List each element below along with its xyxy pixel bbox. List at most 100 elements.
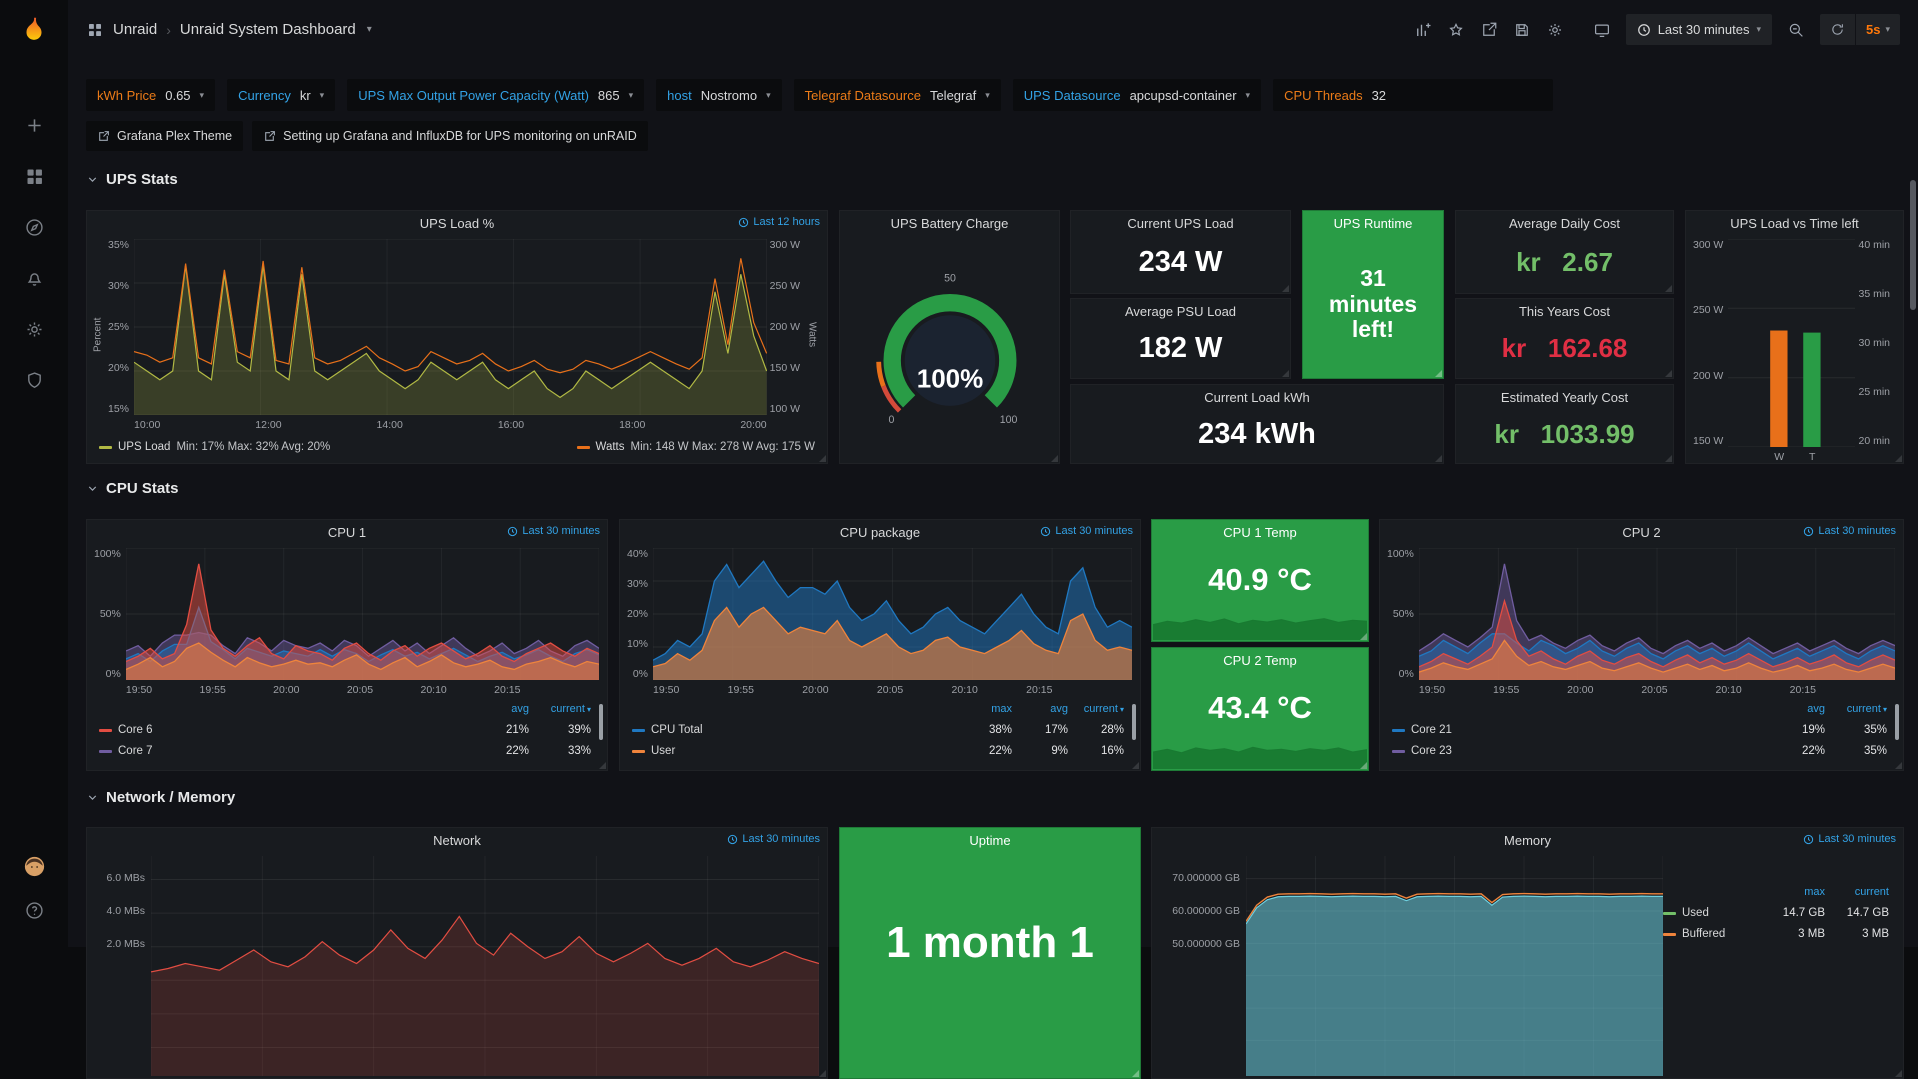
legend-scrollbar[interactable] <box>1132 704 1136 740</box>
cpu-threads-input[interactable]: 32 <box>1371 87 1387 103</box>
legend-series-name[interactable]: Used <box>1663 903 1761 924</box>
server-admin-shield-icon[interactable] <box>24 370 45 391</box>
link-ups-monitoring-guide[interactable]: Setting up Grafana and InfluxDB for UPS … <box>252 121 648 151</box>
dashboards-icon[interactable] <box>24 166 45 187</box>
configuration-gear-icon[interactable] <box>24 319 45 340</box>
y-axis-labels-left: 6.0 MBs 4.0 MBs 2.0 MBs <box>106 872 145 950</box>
grafana-logo[interactable] <box>0 0 68 59</box>
legend-scrollbar[interactable] <box>1895 704 1899 740</box>
variable-ups-datasource[interactable]: UPS Datasource apcupsd-container ▾ <box>1012 79 1262 111</box>
legend-column-current[interactable]: current <box>1846 703 1881 715</box>
legend-series-name[interactable]: Core 23 <box>1392 741 1763 762</box>
legend-scrollbar[interactable] <box>599 704 603 740</box>
panel-title[interactable]: Memory <box>1504 832 1551 848</box>
panel-title[interactable]: CPU 1 Temp <box>1223 525 1297 540</box>
panel-title[interactable]: Current Load kWh <box>1204 390 1310 405</box>
legend-value: 28% <box>1100 724 1124 736</box>
page-scrollbar-thumb[interactable] <box>1910 180 1916 310</box>
panel-title[interactable]: UPS Load vs Time left <box>1730 215 1859 231</box>
section-network-memory[interactable]: Network / Memory <box>86 789 235 806</box>
ups-load-chart[interactable] <box>134 239 767 415</box>
legend-series-name[interactable]: Core 7 <box>99 741 467 762</box>
breadcrumb-app[interactable]: Unraid <box>113 21 158 38</box>
legend-series-stats: Min: 148 W Max: 278 W Avg: 175 W <box>630 441 816 453</box>
variable-telegraf-datasource[interactable]: Telegraf Datasource Telegraf ▾ <box>793 79 1001 111</box>
legend-column-current[interactable]: current <box>1083 703 1118 715</box>
panel-title[interactable]: CPU 1 <box>327 524 367 540</box>
cpu1-chart[interactable] <box>125 548 599 680</box>
variable-cpu-threads[interactable]: CPU Threads 32 <box>1273 79 1553 111</box>
legend-series-name[interactable]: UPS Load <box>118 441 171 453</box>
variable-currency[interactable]: Currency kr ▾ <box>227 79 336 111</box>
help-icon[interactable] <box>24 900 45 921</box>
legend-series-name[interactable]: Core 6 <box>99 720 467 741</box>
ups-load-time-bars-chart[interactable] <box>1728 239 1855 447</box>
apps-grid-icon <box>89 23 101 36</box>
create-plus-icon[interactable] <box>24 115 45 136</box>
alerting-bell-icon[interactable] <box>24 268 45 289</box>
variable-ups-max-output[interactable]: UPS Max Output Power Capacity (Watt) 865… <box>347 79 645 111</box>
panel-title[interactable]: Estimated Yearly Cost <box>1500 390 1629 405</box>
panel-title[interactable]: Current UPS Load <box>1127 216 1234 231</box>
dashboard-settings-gear-icon[interactable] <box>1546 21 1564 39</box>
panel-title[interactable]: UPS Runtime <box>1333 216 1413 231</box>
panel-cpu-package: CPU package Last 30 minutes 40% 30% 20% 10%… <box>619 519 1141 771</box>
legend-column-max[interactable]: max <box>1804 886 1825 898</box>
explore-compass-icon[interactable] <box>24 217 45 238</box>
panel-title[interactable]: UPS Battery Charge <box>890 215 1009 231</box>
refresh-interval-dropdown[interactable]: 5s ▾ <box>1855 14 1900 45</box>
star-icon[interactable] <box>1447 21 1465 39</box>
zoom-out-icon[interactable] <box>1787 21 1805 39</box>
panel-cpu-1: CPU 1 Last 30 minutes 100% 50% 0% 19:50 19:… <box>86 519 608 771</box>
legend-series-name[interactable]: Core 21 <box>1392 720 1763 741</box>
variable-value: Nostromo <box>700 87 758 103</box>
tv-cycle-view-icon[interactable] <box>1593 21 1611 39</box>
legend-series-name[interactable]: User <box>632 741 956 762</box>
section-ups-stats[interactable]: UPS Stats <box>86 171 178 188</box>
panel-title[interactable]: UPS Load % <box>419 215 495 231</box>
external-link-icon <box>99 130 109 141</box>
section-title: CPU Stats <box>106 480 179 497</box>
panel-title[interactable]: CPU 2 Temp <box>1223 653 1297 668</box>
chevron-down-icon[interactable]: ▾ <box>366 24 372 35</box>
section-cpu-stats[interactable]: CPU Stats <box>86 480 179 497</box>
chevron-down-icon <box>88 177 97 182</box>
panel-title[interactable]: Uptime <box>969 833 1011 848</box>
panel-title[interactable]: This Years Cost <box>1518 304 1611 319</box>
panel-title[interactable]: Average PSU Load <box>1124 304 1237 319</box>
save-icon[interactable] <box>1513 21 1531 39</box>
memory-chart[interactable] <box>1246 856 1663 1076</box>
legend-series-stats: Min: 17% Max: 32% Avg: 20% <box>176 441 331 453</box>
battery-charge-gauge[interactable]: 0 50 100 100% <box>840 235 1059 463</box>
legend-series-name[interactable]: Watts <box>595 441 625 453</box>
share-icon[interactable] <box>1480 21 1498 39</box>
legend-column-avg[interactable]: avg <box>1050 703 1068 715</box>
panel-title[interactable]: CPU package <box>839 524 921 540</box>
variable-label: Currency <box>238 87 291 103</box>
external-link-icon <box>265 130 276 141</box>
variable-label: UPS Datasource <box>1023 87 1121 103</box>
cpu-package-chart[interactable] <box>653 548 1132 680</box>
clock-icon <box>739 217 749 227</box>
cpu2-chart[interactable] <box>1418 548 1895 680</box>
user-avatar[interactable] <box>24 856 45 877</box>
panel-title[interactable]: Network <box>433 832 481 848</box>
dashboard-title[interactable]: Unraid System Dashboard <box>179 21 356 38</box>
link-grafana-plex-theme[interactable]: Grafana Plex Theme <box>86 121 244 151</box>
variable-host[interactable]: host Nostromo ▾ <box>656 79 782 111</box>
legend-column-current[interactable]: current <box>550 703 585 715</box>
add-panel-icon[interactable] <box>1414 21 1432 39</box>
legend-column-avg[interactable]: avg <box>1807 703 1825 715</box>
legend-series-name[interactable]: Buffered <box>1663 924 1761 945</box>
variable-kwh-price[interactable]: kWh Price 0.65 ▾ <box>86 79 216 111</box>
legend-column-current[interactable]: current <box>1854 886 1889 898</box>
refresh-button[interactable] <box>1820 14 1855 45</box>
legend-column-max[interactable]: max <box>991 703 1012 715</box>
legend-column-avg[interactable]: avg <box>511 703 529 715</box>
network-chart[interactable] <box>151 856 819 1076</box>
panel-title[interactable]: CPU 2 <box>1622 524 1661 540</box>
time-range-picker[interactable]: Last 30 minutes ▾ <box>1625 14 1772 45</box>
x-axis-labels: 19:50 19:55 20:00 20:05 20:10 20:15 <box>125 684 521 696</box>
panel-title[interactable]: Average Daily Cost <box>1508 216 1621 231</box>
legend-series-name[interactable]: CPU Total <box>632 720 956 741</box>
